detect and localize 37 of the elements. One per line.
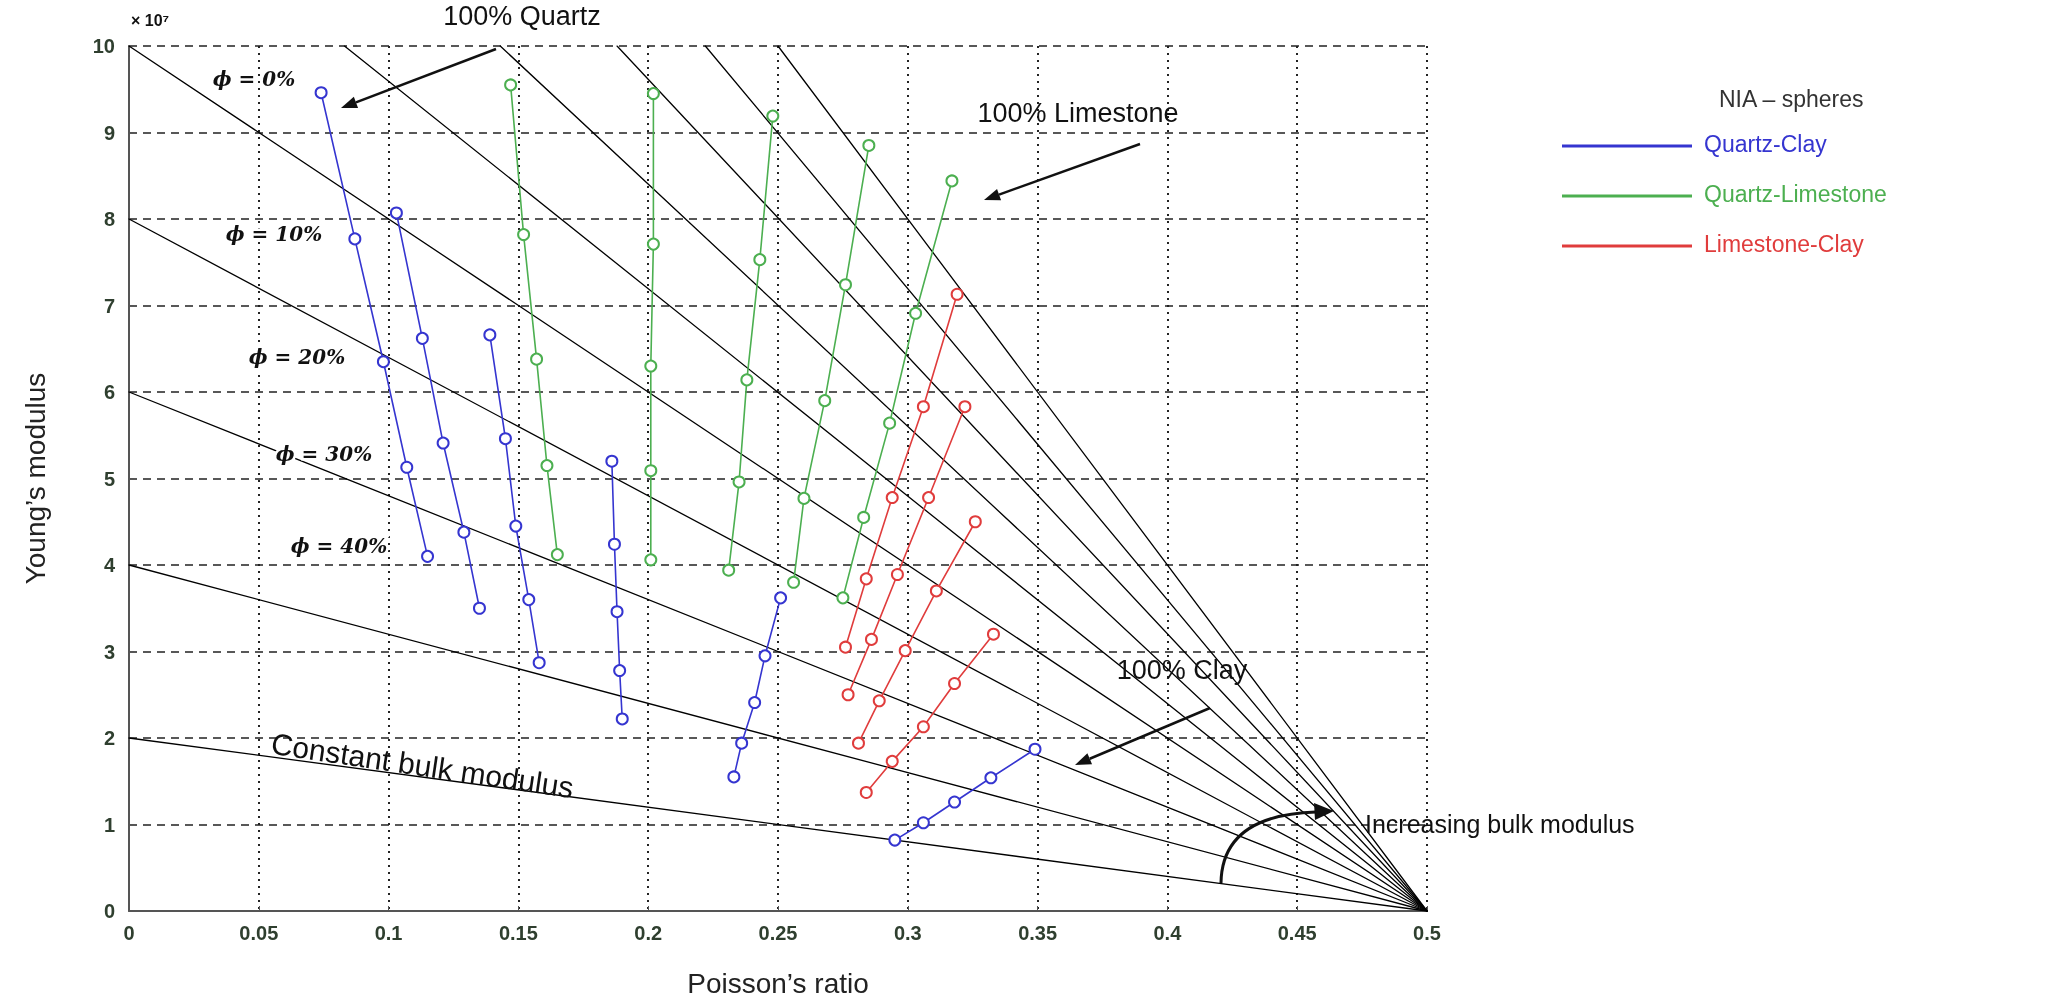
legend-title: NIA – spheres — [1719, 86, 1864, 113]
text: Quartz-Clay — [1704, 131, 1828, 158]
x-axis-title: Poisson’s ratio — [687, 967, 869, 999]
y-tick-label: 5 — [103, 467, 115, 490]
y-tick-label: 1 — [103, 813, 115, 836]
y-tick-label: 8 — [103, 208, 115, 230]
y-tick-label: 4 — [103, 554, 116, 576]
x-tick-label: 0.4 — [1153, 922, 1183, 944]
annotation: Increasing bulk modulus — [1365, 809, 1635, 838]
y-tick-label: 3 — [103, 640, 115, 663]
x-tick-label: 0.1 — [374, 922, 403, 944]
x-tick-label: 0.25 — [758, 922, 798, 944]
text: Limestone-Clay — [1704, 231, 1865, 258]
annotation: ϕ = 0% — [212, 66, 296, 91]
y-tick-label: 9 — [103, 121, 115, 144]
y-tick-label: 7 — [103, 294, 115, 317]
x-tick-label: 0 — [123, 922, 135, 944]
x-tick-label: 0.2 — [634, 922, 663, 944]
y-axis-title: Young’s modulus — [19, 372, 51, 585]
text: 100% Quartz — [443, 1, 601, 32]
y-tick-label: 10 — [92, 35, 115, 57]
annotation: Constant bulk modulus — [269, 726, 576, 805]
annotation: ϕ = 20% — [248, 344, 346, 369]
text: × 10⁷ — [131, 12, 170, 30]
y-tick-label: 2 — [103, 727, 115, 749]
x-tick-label: 0.15 — [498, 922, 538, 944]
y-tick-label: 6 — [103, 381, 115, 403]
x-tick-label: 0.35 — [1018, 922, 1058, 944]
annotation: ϕ = 40% — [290, 533, 388, 558]
annotation: 100% Limestone — [977, 98, 1179, 129]
y-tick-label: 0 — [103, 900, 115, 922]
text: Quartz-Limestone — [1704, 181, 1887, 208]
annotation: ϕ = 10% — [225, 221, 323, 246]
x-tick-label: 0.5 — [1413, 922, 1441, 944]
x-tick-label: 0.05 — [239, 922, 279, 944]
x-tick-label: 0.45 — [1277, 922, 1317, 944]
x-tick-label: 0.3 — [893, 922, 922, 944]
